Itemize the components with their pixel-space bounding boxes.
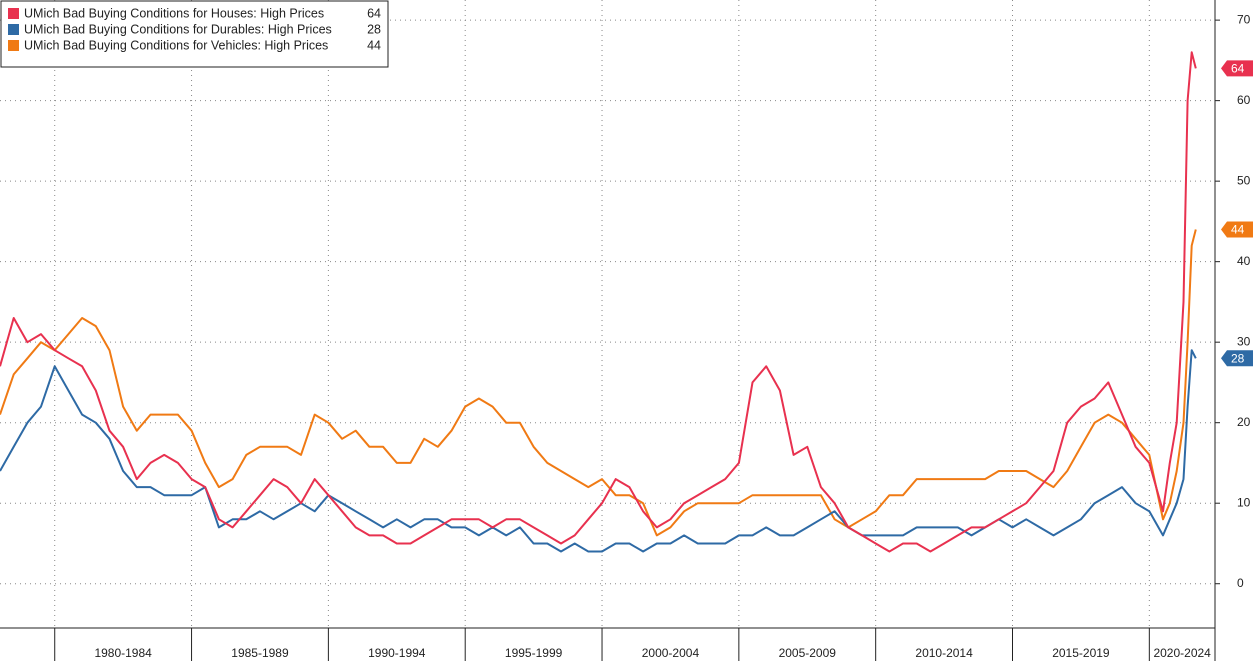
legend-box — [0, 0, 389, 68]
x-tick-label: 2000-2004 — [642, 646, 700, 660]
x-tick-label: 1990-1994 — [368, 646, 426, 660]
legend-swatch — [8, 40, 19, 51]
value-tag — [1221, 221, 1253, 238]
value-tag — [1221, 60, 1253, 77]
x-tick-label: 1985-1989 — [231, 646, 289, 660]
legend-label: UMich Bad Buying Conditions for Vehicles… — [24, 38, 328, 52]
y-tick-label: 70 — [1237, 12, 1251, 26]
series-line — [0, 51, 1197, 553]
value-tag-label: 44 — [1231, 223, 1245, 237]
legend-label: UMich Bad Buying Conditions for Houses: … — [24, 6, 324, 20]
y-tick-label: 10 — [1237, 495, 1251, 509]
y-tick-label: 50 — [1237, 173, 1251, 187]
x-tick-label: 1995-1999 — [505, 646, 563, 660]
legend-value: 44 — [367, 38, 381, 52]
plot-area — [0, 0, 1215, 628]
legend-label: UMich Bad Buying Conditions for Durables… — [24, 22, 332, 36]
x-tick-label: 2010-2014 — [915, 646, 973, 660]
value-tag-label: 28 — [1231, 351, 1245, 365]
y-tick-label: 30 — [1237, 334, 1251, 348]
legend-value: 28 — [367, 22, 381, 36]
y-tick-label: 60 — [1237, 93, 1251, 107]
series-line — [0, 229, 1197, 537]
value-tag-label: 64 — [1231, 62, 1245, 76]
y-tick-label: 20 — [1237, 415, 1251, 429]
x-tick-label: 2005-2009 — [779, 646, 837, 660]
legend: UMich Bad Buying Conditions for Houses: … — [0, 0, 389, 68]
legend-swatch — [8, 8, 19, 19]
x-tick-label: 1980-1984 — [94, 646, 152, 660]
y-tick-label: 40 — [1237, 254, 1251, 268]
x-tick-label: 2015-2019 — [1052, 646, 1110, 660]
legend-value: 64 — [367, 6, 381, 20]
y-tick-label: 0 — [1237, 576, 1244, 590]
x-tick-label: 2020-2024 — [1153, 646, 1211, 660]
value-tag — [1221, 350, 1253, 367]
legend-swatch — [8, 24, 19, 35]
